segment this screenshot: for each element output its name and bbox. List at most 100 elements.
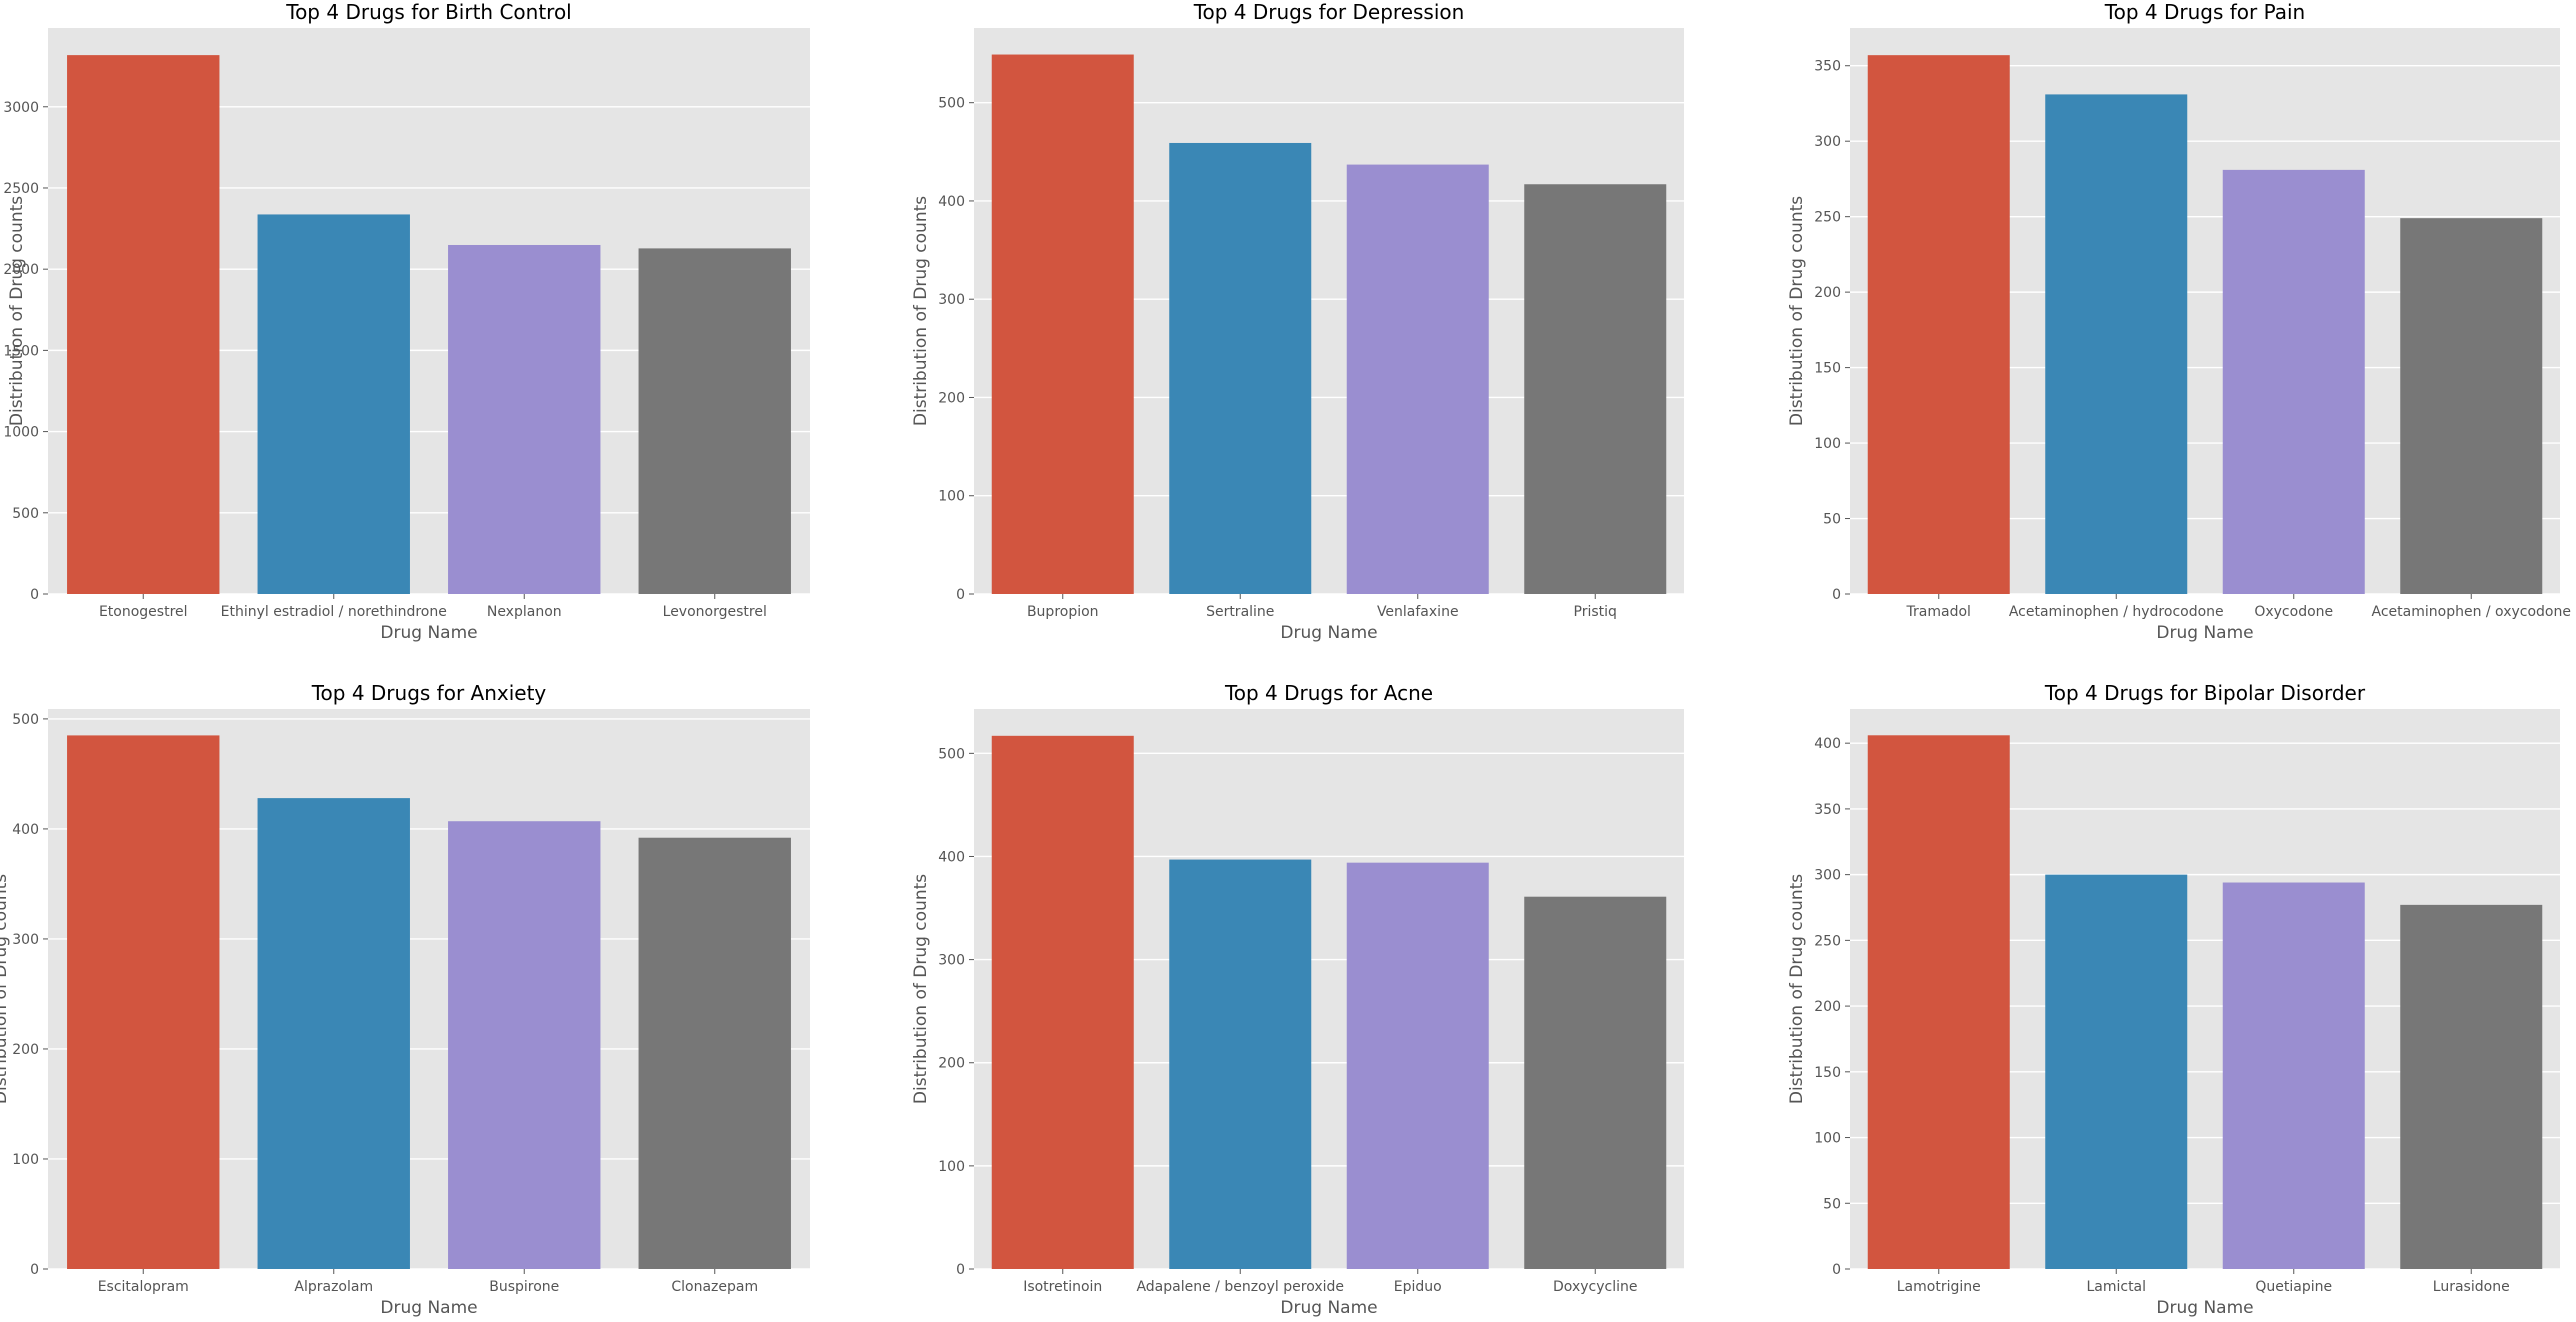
bar-2 — [448, 821, 601, 1269]
y-tick-label: 400 — [12, 822, 39, 838]
y-tick-label: 500 — [938, 96, 965, 112]
x-tick-label: Quetiapine — [2255, 1279, 2332, 1295]
bar-1 — [257, 798, 410, 1269]
x-tick-label: Sertraline — [1206, 604, 1274, 620]
y-tick-label: 100 — [1814, 1131, 1841, 1147]
y-tick-label: 2000 — [3, 262, 39, 278]
y-axis-label: Distribution of Drug counts — [911, 196, 931, 426]
bar-2 — [2222, 169, 2365, 595]
y-tick-label: 1500 — [3, 343, 39, 359]
chart-2: 0 50 100 150 200 250 300 350 Tramadol Acetaminoph… — [1787, 0, 2571, 643]
y-tick-label: 200 — [938, 390, 965, 406]
bar-1 — [257, 214, 410, 594]
y-tick-label: 300 — [938, 292, 965, 308]
y-tick-label: 0 — [30, 587, 39, 603]
y-tick-label: 150 — [1814, 361, 1841, 377]
y-tick-label: 150 — [1814, 1065, 1841, 1081]
y-axis-label: Distribution of Drug counts — [0, 874, 11, 1104]
y-tick-label: 0 — [956, 1262, 965, 1278]
x-tick-label: Clonazepam — [671, 1279, 758, 1295]
bar-0 — [991, 54, 1134, 594]
chart-1: 0 100 200 300 400 500 Bupropion Sertraline Venla… — [911, 0, 1684, 643]
y-tick-label: 100 — [938, 489, 965, 505]
y-tick-label: 50 — [1823, 1196, 1841, 1212]
x-tick-label: Epiduo — [1394, 1279, 1442, 1295]
y-tick-label: 200 — [938, 1056, 965, 1072]
y-axis-label: Distribution of Drug counts — [1787, 196, 1807, 426]
bar-1 — [2045, 874, 2188, 1269]
y-tick-label: 100 — [938, 1159, 965, 1175]
x-tick-label: Lamictal — [2086, 1279, 2146, 1295]
chart-title: Top 4 Drugs for Pain — [2104, 0, 2305, 24]
chart-title: Top 4 Drugs for Anxiety — [311, 681, 547, 705]
y-tick-label: 200 — [1814, 999, 1841, 1015]
x-tick-label: Escitalopram — [98, 1279, 189, 1295]
y-tick-label: 400 — [1814, 736, 1841, 752]
y-tick-label: 350 — [1814, 802, 1841, 818]
x-tick-label: Adapalene / benzoyl peroxide — [1136, 1279, 1344, 1295]
y-axis-label: Distribution of Drug counts — [911, 874, 931, 1104]
y-tick-label: 0 — [1832, 587, 1841, 603]
bar-0 — [67, 55, 220, 595]
bar-3 — [638, 248, 791, 595]
bar-2 — [448, 244, 601, 594]
chart-0: 0 500 1000 1500 2000 2500 3000 Etonogestrel Ethi… — [3, 0, 810, 643]
y-tick-label: 200 — [1814, 285, 1841, 301]
bar-3 — [638, 837, 791, 1269]
x-axis-label: Drug Name — [380, 623, 477, 643]
y-tick-label: 250 — [1814, 210, 1841, 226]
bar-0 — [1867, 735, 2010, 1269]
chart-title: Top 4 Drugs for Acne — [1224, 681, 1433, 705]
y-tick-label: 2500 — [3, 181, 39, 197]
bar-0 — [1867, 55, 2010, 595]
bar-1 — [1169, 859, 1312, 1269]
x-tick-label: Lurasidone — [2433, 1279, 2510, 1295]
y-tick-label: 500 — [12, 712, 39, 728]
y-tick-label: 300 — [1814, 134, 1841, 150]
x-tick-label: Tramadol — [1906, 604, 1971, 620]
x-tick-label: Acetaminophen / oxycodone — [2372, 604, 2571, 620]
x-tick-label: Ethinyl estradiol / norethindrone — [221, 604, 447, 620]
y-tick-label: 1000 — [3, 425, 39, 441]
y-tick-label: 300 — [938, 953, 965, 969]
y-tick-label: 250 — [1814, 933, 1841, 949]
x-tick-label: Levonorgestrel — [663, 604, 767, 620]
chart-title: Top 4 Drugs for Bipolar Disorder — [2044, 681, 2366, 705]
bar-0 — [67, 735, 220, 1269]
y-tick-label: 200 — [12, 1042, 39, 1058]
y-tick-label: 0 — [1832, 1262, 1841, 1278]
chart-5: 0 50 100 150 200 250 300 350 400 Lamotrigine Lamic… — [1787, 681, 2560, 1318]
x-tick-label: Oxycodone — [2254, 604, 2333, 620]
y-tick-label: 0 — [30, 1262, 39, 1278]
bar-3 — [1524, 896, 1667, 1269]
x-tick-label: Lamotrigine — [1897, 1279, 1981, 1295]
bar-3 — [2400, 904, 2543, 1269]
y-tick-label: 50 — [1823, 512, 1841, 528]
x-tick-label: Doxycycline — [1553, 1279, 1637, 1295]
x-tick-label: Acetaminophen / hydrocodone — [2009, 604, 2224, 620]
y-tick-label: 3000 — [3, 100, 39, 116]
chart-3: 0 100 200 300 400 500 Escitalopram Alprazolam Bu… — [0, 681, 810, 1318]
bar-2 — [1346, 164, 1489, 595]
chart-title: Top 4 Drugs for Birth Control — [285, 0, 572, 24]
x-tick-label: Pristiq — [1574, 604, 1617, 620]
x-tick-label: Buspirone — [489, 1279, 559, 1295]
y-tick-label: 100 — [12, 1152, 39, 1168]
y-tick-label: 300 — [1814, 868, 1841, 884]
x-axis-label: Drug Name — [2156, 1298, 2253, 1318]
y-tick-label: 100 — [1814, 436, 1841, 452]
x-axis-label: Drug Name — [380, 1298, 477, 1318]
y-axis-label: Distribution of Drug counts — [7, 196, 27, 426]
y-tick-label: 300 — [12, 932, 39, 948]
bar-3 — [2400, 218, 2543, 594]
x-tick-label: Isotretinoin — [1023, 1279, 1102, 1295]
x-tick-label: Etonogestrel — [99, 604, 188, 620]
y-tick-label: 500 — [938, 746, 965, 762]
bar-3 — [1524, 184, 1667, 595]
y-tick-label: 350 — [1814, 59, 1841, 75]
x-axis-label: Drug Name — [1280, 1298, 1377, 1318]
x-tick-label: Nexplanon — [487, 604, 562, 620]
chart-title: Top 4 Drugs for Depression — [1193, 0, 1465, 24]
y-tick-label: 0 — [956, 587, 965, 603]
